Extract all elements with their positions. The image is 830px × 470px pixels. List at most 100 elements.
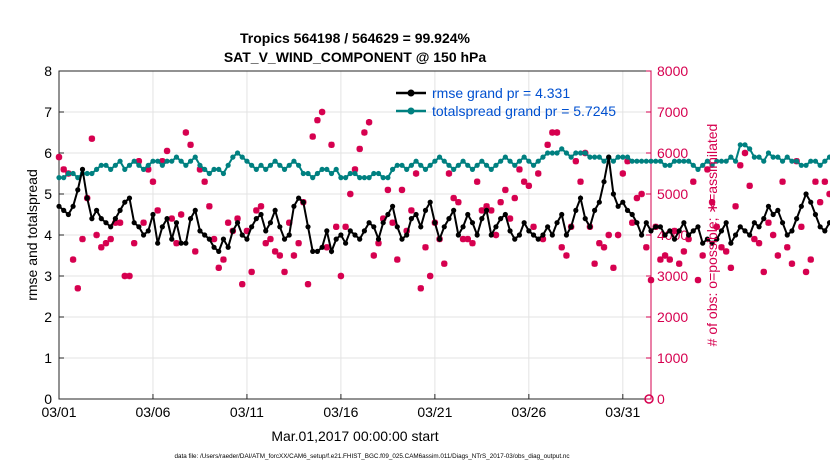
spread-point (286, 162, 292, 168)
obs-assimilated-marker (577, 178, 584, 185)
spread-point (178, 158, 184, 164)
spread-point (211, 166, 217, 172)
obs-assimilated-marker (774, 252, 782, 259)
rmse-point (601, 179, 607, 185)
spread-point (681, 158, 687, 164)
obs-assimilated-marker (323, 244, 331, 251)
rmse-point (343, 240, 349, 246)
spread-point (695, 166, 701, 172)
spread-point (535, 158, 541, 164)
obs-assimilated-marker (591, 260, 598, 267)
rmse-point (183, 240, 189, 246)
rmse-point (103, 220, 109, 226)
spread-point (747, 146, 753, 152)
rmse-point (779, 220, 786, 226)
spread-point (328, 170, 335, 177)
rmse-point (742, 228, 748, 234)
spread-point (187, 158, 194, 164)
rmse-point (357, 236, 363, 242)
spread-point (624, 154, 631, 160)
obs-assimilated-marker (497, 198, 504, 206)
obs-assimilated-marker (469, 239, 476, 247)
obs-assimilated-marker (605, 231, 612, 239)
rmse-point (441, 224, 447, 230)
rmse-point (465, 211, 471, 218)
y-tick-label-left: 6 (44, 145, 52, 161)
rmse-point (563, 232, 570, 238)
spread-point (798, 162, 804, 168)
rmse-point (606, 154, 612, 160)
spread-point (296, 162, 302, 168)
spread-point (554, 150, 560, 156)
spread-point (756, 154, 762, 160)
rmse-point (155, 240, 161, 246)
obs-assimilated-marker (755, 239, 763, 247)
spread-point (653, 158, 659, 164)
rmse-point (56, 203, 62, 209)
obs-assimilated-marker (271, 248, 279, 255)
obs-assimilated-marker (116, 219, 124, 226)
rmse-point (187, 216, 194, 222)
rmse-point (502, 211, 508, 218)
rmse-point (98, 216, 104, 222)
spread-point (347, 170, 353, 177)
rmse-point (582, 216, 588, 222)
obs-assimilated-marker (779, 178, 786, 185)
obs-assimilated-marker (558, 244, 565, 251)
spread-point (455, 162, 461, 168)
obs-assimilated-marker (276, 252, 284, 259)
y-tick-label-right: 3000 (657, 268, 688, 284)
rmse-point (220, 236, 227, 242)
x-tick-label: 03/26 (511, 404, 546, 420)
rmse-point (371, 224, 377, 230)
obs-assimilated-marker (384, 186, 392, 194)
spread-point (601, 158, 607, 164)
obs-assimilated-marker (248, 268, 255, 276)
rmse-point (714, 236, 720, 242)
legend-rmse-label: rmse grand pr = 4.331 (432, 85, 570, 101)
obs-assimilated-marker (506, 215, 514, 222)
obs-assimilated-marker (253, 207, 260, 214)
spread-point (249, 162, 255, 168)
obs-assimilated-marker (422, 244, 429, 251)
x-tick-label: 03/31 (605, 404, 640, 420)
rmse-point (310, 248, 316, 254)
rmse-point (751, 220, 757, 226)
rmse-point (540, 232, 546, 238)
rmse-point (150, 211, 156, 218)
rmse-point (206, 236, 212, 242)
obs-assimilated-marker (798, 223, 805, 231)
obs-assimilated-marker (675, 260, 683, 267)
obs-assimilated-marker (807, 256, 814, 263)
rmse-point (822, 228, 828, 234)
obs-assimilated-marker (121, 272, 128, 280)
rmse-point (65, 211, 71, 218)
rmse-point (239, 232, 245, 238)
rmse-point (427, 199, 433, 205)
obs-assimilated-marker (192, 248, 199, 255)
rmse-point (422, 207, 429, 213)
rmse-point (765, 203, 772, 209)
obs-assimilated-marker (737, 162, 744, 169)
spread-point (526, 158, 532, 164)
spread-point (648, 158, 654, 164)
footnote: data file: /Users/raeder/DAI/ATM_forcXX/… (174, 453, 569, 460)
rmse-point (634, 220, 640, 226)
obs-assimilated-marker (746, 182, 753, 190)
spread-point (338, 175, 344, 181)
spread-point (413, 158, 419, 164)
y-tick-label-right: 5000 (657, 186, 688, 202)
rmse-point (662, 232, 668, 238)
spread-point (371, 170, 377, 177)
rmse-point (122, 199, 128, 205)
rmse-point (723, 220, 729, 226)
y-tick-label-right: 2000 (657, 309, 688, 325)
spread-point (662, 162, 668, 168)
legend-spread-label: totalspread grand pr = 5.7245 (432, 103, 616, 119)
spread-point (399, 162, 405, 168)
rmse-point (413, 211, 419, 218)
obs-assimilated-marker (473, 178, 481, 185)
spread-point (765, 150, 772, 156)
obs-assimilated-marker (455, 198, 462, 206)
obs-assimilated-marker (600, 244, 608, 251)
